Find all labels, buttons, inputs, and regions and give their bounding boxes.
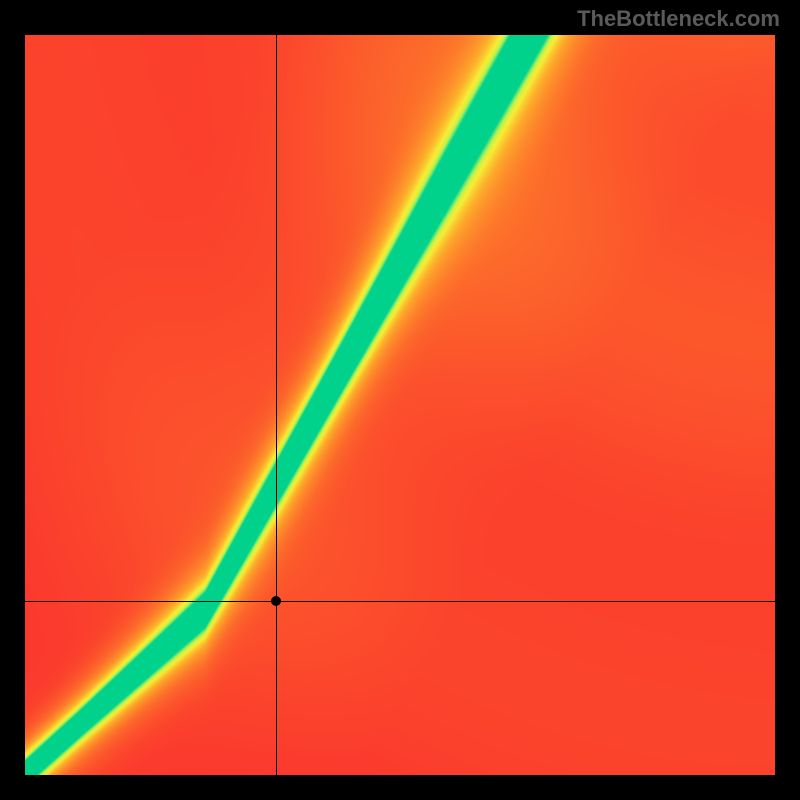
watermark-text: TheBottleneck.com <box>577 6 780 32</box>
crosshair-horizontal <box>25 601 775 602</box>
heatmap-plot <box>25 35 775 775</box>
heatmap-canvas <box>25 35 775 775</box>
crosshair-vertical <box>276 35 277 775</box>
crosshair-point <box>271 596 281 606</box>
